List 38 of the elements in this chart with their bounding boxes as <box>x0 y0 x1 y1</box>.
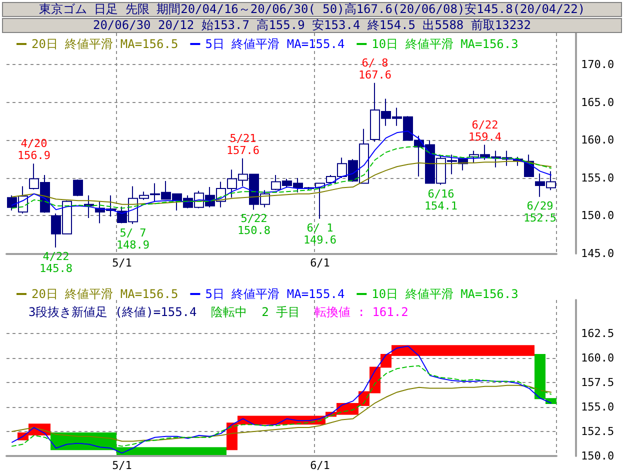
x-tick-label: 5/1 <box>112 459 132 472</box>
annotation: 4/22 145.8 <box>39 250 73 275</box>
annotation: 6/ 8 167.6 <box>358 56 392 82</box>
y-tick-label: 170.0 <box>581 58 614 72</box>
legend-label: 10日 終値平滑 MA=156.3 <box>372 37 518 51</box>
annotation: 5/22 150.8 <box>237 212 271 238</box>
y-tick-label: 155.0 <box>581 171 614 184</box>
x-tick-label: 5/1 <box>112 256 132 270</box>
legend-label: 10日 終値平滑 MA=156.3 <box>372 287 518 301</box>
annotation: 5/21 157.6 <box>226 132 260 157</box>
legend-label: 5日 終値平滑 MA=155.4 <box>205 37 345 51</box>
x-tick-label: 6/1 <box>310 256 330 270</box>
y-tick-label: 150.0 <box>581 450 614 462</box>
annotation: 5/ 7 148.9 <box>116 226 150 252</box>
chart-subtitle: 20/06/30 20/12 始153.7 高155.9 安153.4 終154.5 出5588 前取13232 <box>2 18 622 33</box>
annotation: 6/22 159.4 <box>468 118 502 144</box>
y-tick-label: 160.0 <box>581 134 614 147</box>
y-tick-label: 152.5 <box>581 424 614 438</box>
y-tick-label: 157.5 <box>581 376 614 389</box>
y-tick-label: 155.0 <box>581 400 614 414</box>
annotation: 陰転中 <box>211 305 248 319</box>
annotation: 3段抜き新値足 (終値)=155.4 <box>28 305 197 319</box>
y-tick-label: 150.0 <box>581 209 614 222</box>
y-tick-label: 160.0 <box>581 351 614 364</box>
annotation: 2 手目 <box>262 305 300 319</box>
annotation: 4/20 156.9 <box>17 137 51 162</box>
chart-title: 東京ゴム 日足 先限 期間20/04/16～20/06/30( 50)高167.6(20/06/08)安145.8(20/04/22) <box>2 2 622 17</box>
annotation: 6/ 1 149.6 <box>303 221 337 246</box>
legend-label: 20日 終値平滑 MA=156.5 <box>32 287 178 301</box>
y-tick-label: 145.0 <box>581 247 614 260</box>
annotation: 6/16 154.1 <box>424 187 458 212</box>
annotation: 転換値 : 161.2 <box>314 305 408 319</box>
y-tick-label: 165.0 <box>581 96 614 109</box>
legend-label: 5日 終値平滑 MA=155.4 <box>205 287 345 301</box>
y-tick-label: 162.5 <box>581 326 614 340</box>
annotation: 6/29 152.5 <box>523 199 557 224</box>
x-tick-label: 6/1 <box>310 459 330 472</box>
legend-label: 20日 終値平滑 MA=156.5 <box>32 37 178 51</box>
